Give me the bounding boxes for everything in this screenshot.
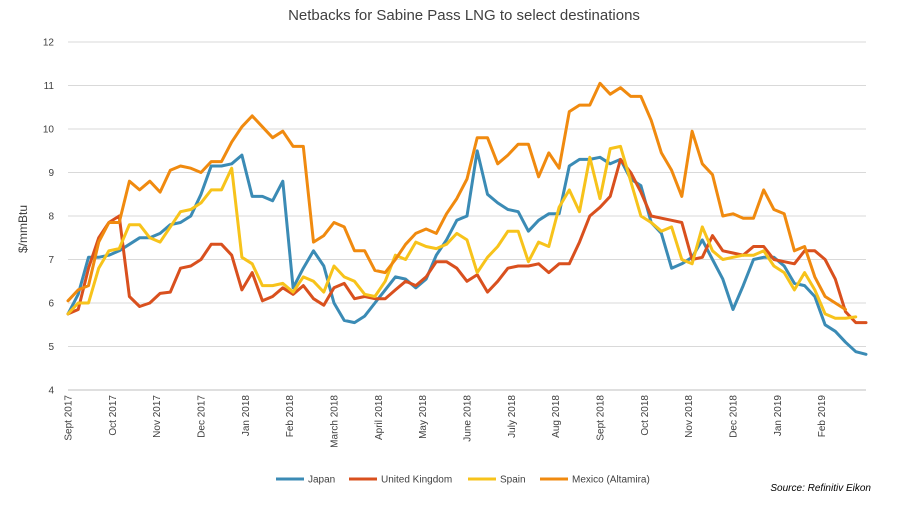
x-tick-label: Dec 2018 [729,395,740,438]
x-tick-label: May 2018 [418,395,429,439]
y-tick-label: 9 [48,168,54,179]
x-tick-label: Feb 2018 [285,395,296,438]
series-line-mexico-altamira [66,81,847,311]
y-tick-label: 5 [48,342,54,353]
x-tick-label: Aug 2018 [551,395,562,438]
legend-label: Spain [500,475,526,486]
x-tick-label: Nov 2018 [684,395,695,438]
x-tick-label: Nov 2017 [152,395,163,438]
y-tick-label: 11 [44,81,55,92]
x-tick-label: Feb 2019 [817,395,828,438]
series-line-spain [66,144,858,320]
series-line-japan [66,149,868,356]
x-tick-label: Sept 2017 [64,395,75,441]
legend: Japan United Kingdom Spain Mexico (Altamira… [276,475,650,486]
y-axis-ticks: 4 5 6 7 8 9 10 11 12 [43,38,55,397]
x-tick-label: Sept 2018 [596,395,607,441]
legend-item: United Kingdom [349,475,452,486]
legend-item: Japan [276,475,335,486]
x-tick-label: Jan 2018 [241,395,252,437]
y-tick-label: 7 [48,255,54,266]
x-tick-label: Oct 2017 [108,395,119,436]
source-note: Source: Refinitiv Eikon [770,483,871,494]
y-tick-label: 8 [48,212,54,223]
x-tick-label: Oct 2018 [640,395,651,436]
legend-label: United Kingdom [381,475,452,486]
x-tick-label: July 2018 [507,395,518,438]
x-tick-label: Jan 2019 [773,395,784,437]
y-tick-label: 10 [43,125,55,136]
y-tick-label: 6 [48,299,54,310]
legend-item: Mexico (Altamira) [540,475,650,486]
y-axis-label: $/mmBtu [16,205,30,253]
legend-item: Spain [468,475,526,486]
legend-label: Japan [308,475,335,486]
x-tick-label: April 2018 [374,395,385,440]
legend-label: Mexico (Altamira) [572,475,650,486]
y-tick-label: 12 [43,38,55,49]
x-tick-label: March 2018 [330,395,341,448]
chart-title: Netbacks for Sabine Pass LNG to select d… [288,7,640,24]
series-line-united-kingdom [66,157,868,325]
x-tick-label: June 2018 [463,395,474,442]
series-lines [66,81,868,356]
x-axis-ticks: Sept 2017 Oct 2017 Nov 2017 Dec 2017 Jan 201… [64,395,829,448]
x-tick-label: Dec 2017 [197,395,208,438]
y-tick-label: 4 [48,386,54,397]
